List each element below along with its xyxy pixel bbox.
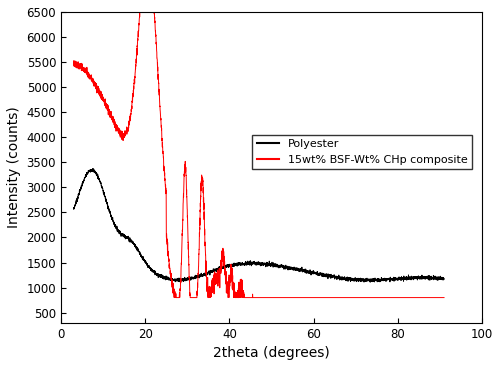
Polyester (434, 276, 440, 280)
Polyester (70, 206, 76, 210)
Line: 15wt% BSF-Wt% CHp composite: 15wt% BSF-Wt% CHp composite (74, 12, 444, 298)
Polyester (367, 280, 373, 284)
15wt% BSF-Wt% CHp composite (70, 60, 76, 64)
Polyester (113, 225, 119, 230)
15wt% BSF-Wt% CHp composite (430, 295, 436, 300)
15wt% BSF-Wt% CHp composite (172, 295, 177, 300)
15wt% BSF-Wt% CHp composite (247, 295, 253, 300)
Line: Polyester: Polyester (74, 168, 444, 282)
15wt% BSF-Wt% CHp composite (412, 295, 418, 300)
Polyester (229, 262, 235, 266)
X-axis label: 2theta (degrees): 2theta (degrees) (213, 346, 330, 360)
15wt% BSF-Wt% CHp composite (226, 283, 232, 288)
Polyester (213, 268, 219, 272)
15wt% BSF-Wt% CHp composite (340, 295, 346, 300)
Polyester (441, 276, 447, 281)
Y-axis label: Intensity (counts): Intensity (counts) (7, 106, 21, 228)
Polyester (394, 278, 400, 282)
15wt% BSF-Wt% CHp composite (441, 295, 447, 300)
Polyester (135, 246, 141, 251)
15wt% BSF-Wt% CHp composite (230, 266, 235, 271)
Polyester (90, 166, 96, 171)
15wt% BSF-Wt% CHp composite (137, 10, 143, 14)
Legend: Polyester, 15wt% BSF-Wt% CHp composite: Polyester, 15wt% BSF-Wt% CHp composite (252, 135, 472, 169)
